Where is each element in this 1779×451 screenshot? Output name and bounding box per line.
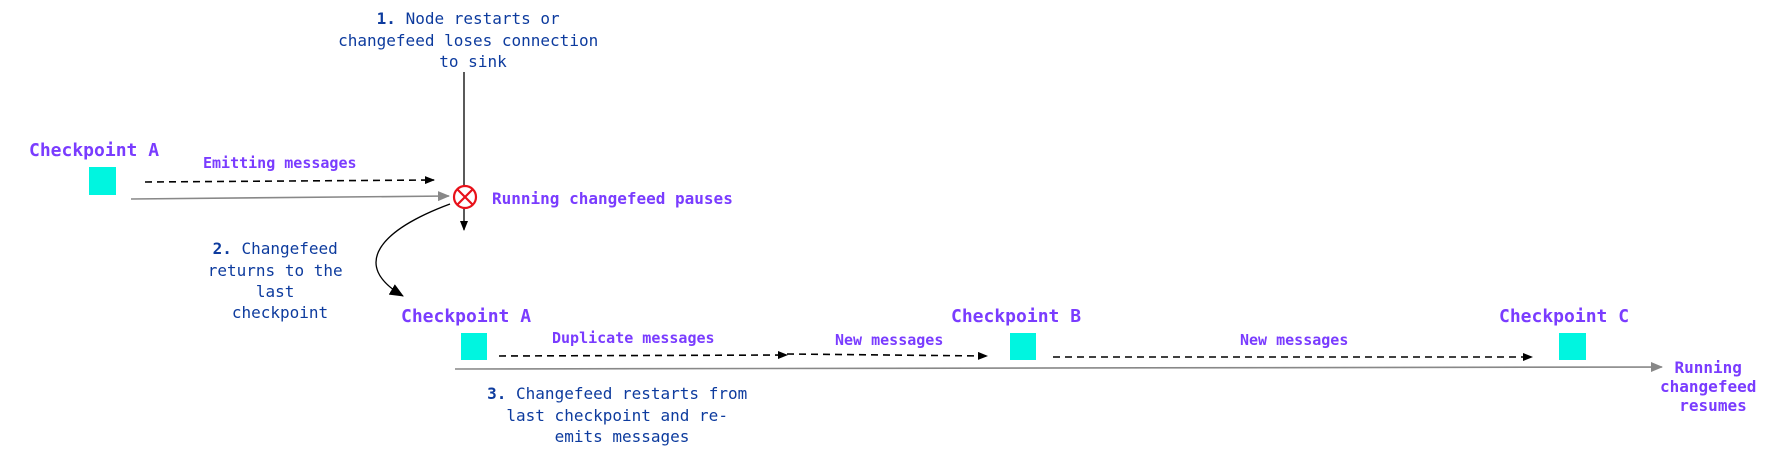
new-messages-label-1: New messages	[835, 331, 943, 349]
checkpoint-a-marker	[89, 167, 116, 195]
checkpoint-b-marker	[1010, 333, 1036, 360]
checkpoint-b-label: Checkpoint B	[951, 306, 1081, 327]
error-x-circle-icon	[452, 184, 478, 210]
return-to-checkpoint-arrow	[375, 203, 451, 297]
duplicate-messages-label: Duplicate messages	[552, 329, 715, 347]
checkpoint-a-second-marker	[461, 333, 487, 360]
timeline-second	[454, 362, 1663, 373]
step-1-text: 1. Node restarts or changefeed loses con…	[338, 9, 608, 71]
checkpoint-a-second-label: Checkpoint A	[401, 306, 531, 327]
changefeed-resumes-label: Running changefeed resumes	[1660, 358, 1766, 415]
new-messages-label-2: New messages	[1240, 331, 1348, 349]
timeline-first	[130, 191, 450, 202]
emitting-messages-arrow	[144, 176, 435, 185]
checkpoint-c-label: Checkpoint C	[1499, 306, 1629, 327]
duplicate-messages-arrow	[498, 351, 788, 360]
changefeed-pauses-label: Running changefeed pauses	[492, 189, 733, 208]
checkpoint-c-marker	[1559, 333, 1586, 360]
step-2-text: 2. Changefeed returns to the last checkp…	[208, 239, 353, 322]
emitting-messages-label: Emitting messages	[203, 154, 357, 172]
new-messages-arrow-1	[786, 351, 988, 360]
checkpoint-a-label: Checkpoint A	[29, 140, 159, 161]
step-3-text: 3. Changefeed restarts from last checkpo…	[487, 384, 757, 446]
